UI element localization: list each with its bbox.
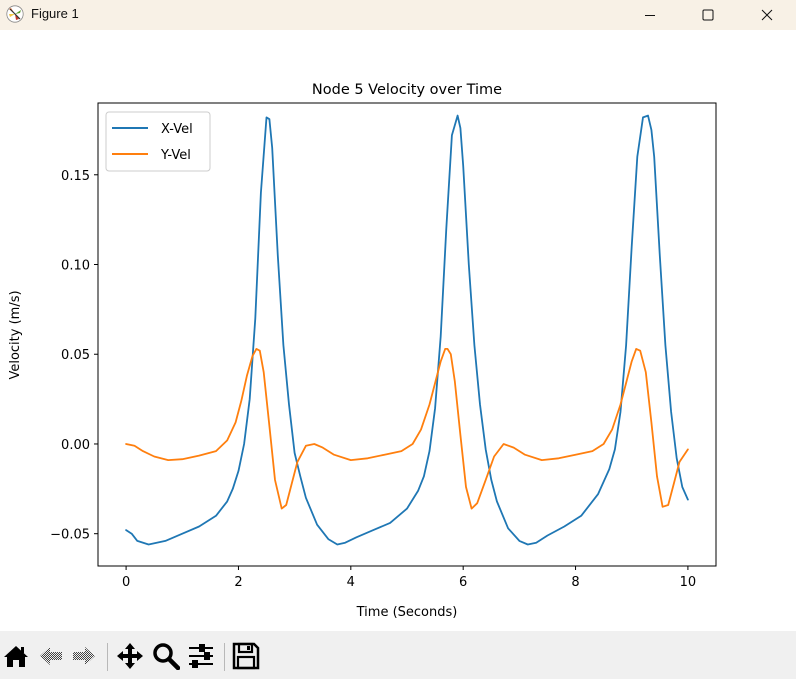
zoom-icon: [153, 643, 180, 670]
back-button[interactable]: [36, 641, 66, 671]
plot-area: [98, 103, 716, 566]
x-tick-label: 8: [571, 575, 579, 590]
chart-title: Node 5 Velocity over Time: [312, 82, 502, 98]
y-tick-label: 0.00: [61, 438, 90, 453]
toolbar-separator: [107, 643, 108, 671]
minimize-button[interactable]: [627, 0, 673, 30]
forward-button[interactable]: [69, 641, 99, 671]
y-tick-label: 0.15: [61, 169, 90, 184]
maximize-icon: [702, 9, 714, 21]
series-line-y-vel: [125, 347, 689, 510]
window-title: Figure 1: [31, 6, 79, 21]
legend-label-y-vel: Y-Vel: [160, 148, 191, 163]
x-tick-label: 4: [347, 575, 355, 590]
minimize-icon: [645, 15, 655, 16]
line-chart: Node 5 Velocity over Time 0 2 4 6 8 10 −0.05 0…: [8, 82, 717, 620]
matplotlib-app-icon: [6, 5, 24, 23]
navigation-toolbar: [0, 631, 796, 679]
title-bar: Figure 1: [0, 0, 796, 30]
figure-canvas[interactable]: Node 5 Velocity over Time 0 2 4 6 8 10 −0.05 0…: [0, 30, 796, 631]
pan-button[interactable]: [115, 641, 145, 671]
close-button[interactable]: [744, 0, 790, 30]
back-arrow-icon: [40, 647, 62, 665]
maximize-button[interactable]: [685, 0, 731, 30]
save-icon: [232, 642, 260, 670]
y-tick-label: −0.05: [50, 528, 90, 543]
forward-arrow-icon: [73, 647, 95, 665]
y-tick-label: 0.05: [61, 348, 90, 363]
home-button[interactable]: [1, 641, 31, 671]
legend-label-x-vel: X-Vel: [161, 122, 193, 137]
close-icon: [761, 9, 773, 21]
axes-frame: [97, 102, 717, 567]
y-axis: −0.05 0.00 0.05 0.10 0.15: [50, 169, 98, 543]
x-axis: 0 2 4 6 8 10: [122, 566, 696, 590]
y-tick-label: 0.10: [61, 259, 90, 274]
move-icon: [117, 643, 143, 669]
configure-subplots-button[interactable]: [186, 641, 216, 671]
sliders-icon: [189, 644, 213, 668]
legend: X-Vel Y-Vel: [105, 111, 211, 172]
series-layer: [125, 114, 689, 546]
x-axis-label: Time (Seconds): [356, 605, 458, 620]
home-icon: [4, 646, 28, 667]
save-button[interactable]: [231, 641, 261, 671]
legend-box: [105, 111, 211, 172]
x-tick-label: 2: [234, 575, 242, 590]
zoom-button[interactable]: [151, 641, 181, 671]
x-tick-label: 10: [680, 575, 697, 590]
x-tick-label: 0: [122, 575, 130, 590]
y-axis-label: Velocity (m/s): [8, 290, 23, 379]
x-tick-label: 6: [459, 575, 467, 590]
toolbar-separator: [224, 643, 225, 671]
